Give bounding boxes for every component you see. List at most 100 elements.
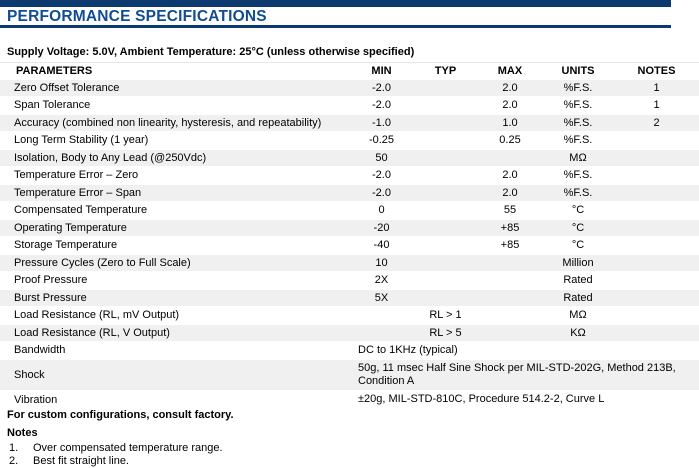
column-header-min: MIN <box>350 65 413 77</box>
table-row: Zero Offset Tolerance-2.0 2.0%F.S.1 <box>0 79 699 97</box>
parameter-cell: Span Tolerance <box>0 99 350 112</box>
min-cell: 50 <box>350 152 413 164</box>
parameter-cell: Pressure Cycles (Zero to Full Scale) <box>0 257 350 270</box>
column-header-max: MAX <box>478 65 542 77</box>
min-cell: -20 <box>350 222 413 234</box>
note-number: 1. <box>9 442 33 454</box>
parameter-cell: Temperature Error – Zero <box>0 169 350 182</box>
table-header-row: PARAMETERS MIN TYP MAX UNITS NOTES <box>0 62 699 79</box>
note-item: 1.Over compensated temperature range. <box>9 441 223 455</box>
parameter-cell: Compensated Temperature <box>0 204 350 217</box>
typ-cell: RL > 5 <box>413 327 478 339</box>
column-header-parameters: PARAMETERS <box>0 65 350 77</box>
min-cell: 5X <box>350 292 413 304</box>
table-row: Isolation, Body to Any Lead (@250Vdc)50 M… <box>0 149 699 167</box>
table-row: Pressure Cycles (Zero to Full Scale)10 Mi… <box>0 254 699 272</box>
parameter-cell: Load Resistance (RL, mV Output) <box>0 309 350 322</box>
spanned-value-cell: DC to 1KHz (typical) <box>350 342 699 359</box>
min-cell: -2.0 <box>350 99 413 111</box>
parameter-cell: Bandwidth <box>0 344 350 357</box>
min-cell: 2X <box>350 274 413 286</box>
top-accent-bar <box>0 0 671 7</box>
spanned-value-cell: ±20g, MIL-STD-810C, Procedure 514.2-2, C… <box>350 391 699 408</box>
notes-list: 1.Over compensated temperature range.2.B… <box>9 441 223 468</box>
notes-cell: 1 <box>614 82 699 94</box>
max-cell: 2.0 <box>478 169 542 181</box>
min-cell: 0 <box>350 204 413 216</box>
parameter-cell: Storage Temperature <box>0 239 350 252</box>
parameter-cell: Zero Offset Tolerance <box>0 82 350 95</box>
table-row: Accuracy (combined non linearity, hyster… <box>0 114 699 132</box>
min-cell: -1.0 <box>350 117 413 129</box>
units-cell: Rated <box>542 274 614 286</box>
parameter-cell: Temperature Error – Span <box>0 187 350 200</box>
units-cell: KΩ <box>542 327 614 339</box>
units-cell: %F.S. <box>542 187 614 199</box>
table-row: Temperature Error – Span-2.0 2.0%F.S. <box>0 184 699 202</box>
parameter-cell: Operating Temperature <box>0 222 350 235</box>
table-row: Span Tolerance-2.0 2.0%F.S.1 <box>0 97 699 115</box>
parameter-cell: Proof Pressure <box>0 274 350 287</box>
column-header-units: UNITS <box>542 65 614 77</box>
table-row: Load Resistance (RL, mV Output) RL > 1 MΩ <box>0 307 699 325</box>
units-cell: °C <box>542 239 614 251</box>
min-cell: -2.0 <box>350 169 413 181</box>
units-cell: °C <box>542 204 614 216</box>
max-cell: 55 <box>478 204 542 216</box>
min-cell: -2.0 <box>350 82 413 94</box>
units-cell: Rated <box>542 292 614 304</box>
max-cell: +85 <box>478 239 542 251</box>
note-number: 2. <box>9 455 33 467</box>
table-row: Load Resistance (RL, V Output) RL > 5 KΩ <box>0 324 699 342</box>
units-cell: %F.S. <box>542 82 614 94</box>
notes-heading: Notes <box>7 427 38 439</box>
supply-conditions-note: Supply Voltage: 5.0V, Ambient Temperatur… <box>7 46 414 58</box>
parameter-cell: Long Term Stability (1 year) <box>0 134 350 147</box>
max-cell: 2.0 <box>478 82 542 94</box>
performance-spec-table: PARAMETERS MIN TYP MAX UNITS NOTES Zero … <box>0 62 699 409</box>
page-title: PERFORMANCE SPECIFICATIONS <box>7 8 267 26</box>
table-row: Operating Temperature-20 +85°C <box>0 219 699 237</box>
parameter-cell: Accuracy (combined non linearity, hyster… <box>0 117 350 130</box>
units-cell: %F.S. <box>542 134 614 146</box>
custom-configurations-note: For custom configurations, consult facto… <box>7 409 234 421</box>
typ-cell: RL > 1 <box>413 309 478 321</box>
min-cell: 10 <box>350 257 413 269</box>
units-cell: Million <box>542 257 614 269</box>
max-cell: 2.0 <box>478 99 542 111</box>
note-item: 2.Best fit straight line. <box>9 455 223 468</box>
note-text: Best fit straight line. <box>33 455 223 467</box>
min-cell: -2.0 <box>350 187 413 199</box>
parameter-cell: Load Resistance (RL, V Output) <box>0 327 350 340</box>
column-header-notes: NOTES <box>614 65 699 77</box>
table-row: Storage Temperature-40+85°C <box>0 237 699 255</box>
units-cell: MΩ <box>542 309 614 321</box>
title-divider <box>0 25 671 28</box>
units-cell: °C <box>542 222 614 234</box>
max-cell: 1.0 <box>478 117 542 129</box>
units-cell: %F.S. <box>542 99 614 111</box>
parameter-cell: Vibration <box>0 394 350 407</box>
units-cell: MΩ <box>542 152 614 164</box>
parameter-cell: Isolation, Body to Any Lead (@250Vdc) <box>0 152 350 165</box>
units-cell: %F.S. <box>542 117 614 129</box>
table-row: Temperature Error – Zero-2.0 2.0%F.S. <box>0 167 699 185</box>
max-cell: +85 <box>478 222 542 234</box>
parameter-cell: Burst Pressure <box>0 292 350 305</box>
spanned-value-cell: 50g, 11 msec Half Sine Shock per MIL-STD… <box>350 360 699 390</box>
table-row: Vibration±20g, MIL-STD-810C, Procedure 5… <box>0 391 699 409</box>
units-cell: %F.S. <box>542 169 614 181</box>
notes-cell: 2 <box>614 117 699 129</box>
max-cell: 2.0 <box>478 187 542 199</box>
parameter-cell: Shock <box>0 369 350 382</box>
max-cell: 0.25 <box>478 134 542 146</box>
note-text: Over compensated temperature range. <box>33 442 223 454</box>
notes-cell: 1 <box>614 99 699 111</box>
